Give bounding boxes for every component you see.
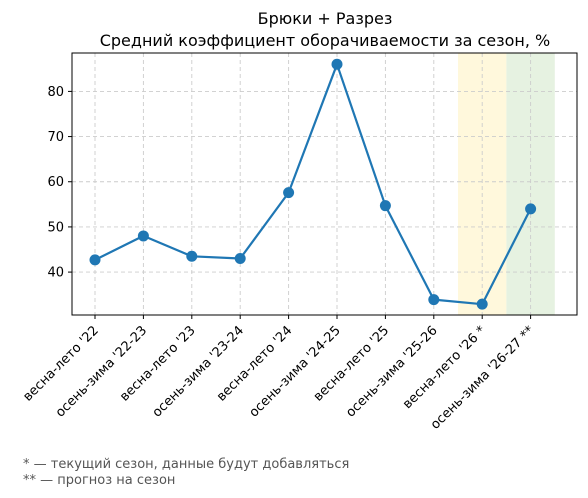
grid-lines [72, 53, 577, 315]
data-point-6 [379, 200, 391, 212]
y-tick-label: 50 [47, 220, 64, 235]
y-tick-label: 60 [47, 175, 64, 190]
y-tick-label: 70 [47, 130, 64, 145]
footnote-forecast: ** — прогноз на сезон [23, 473, 176, 488]
data-point-1 [137, 230, 149, 242]
plot-frame [71, 52, 578, 316]
data-point-0 [89, 254, 101, 266]
data-point-2 [186, 250, 198, 262]
x-tick-label: осень-зима '23-24 [150, 323, 247, 420]
series-line-layer [94, 63, 532, 306]
data-point-4 [283, 187, 295, 199]
highlight-band-0 [458, 53, 507, 315]
data-point-8 [476, 298, 488, 310]
chart-subtitle: Средний коэффициент оборачиваемости за с… [100, 31, 551, 50]
data-point-3 [234, 253, 246, 265]
y-axis: 40 50 60 70 80 [47, 85, 72, 281]
data-point-9 [525, 203, 537, 215]
x-tick-label: осень-зима '22-23 [53, 323, 150, 420]
footnote-current-season: * — текущий сезон, данные будут добавлят… [23, 457, 350, 472]
x-tick-label: осень-зима '24-25 [247, 323, 344, 420]
data-point-5 [331, 58, 343, 70]
x-tick-label: весна-лето '26 * [400, 323, 489, 412]
data-point-7 [428, 294, 440, 306]
chart-title: Брюки + Разрез [258, 9, 393, 28]
y-tick-label: 80 [47, 85, 64, 100]
highlight-bands [458, 53, 555, 315]
data-points [89, 58, 537, 310]
y-tick-label: 40 [47, 266, 64, 281]
highlight-band-1 [506, 53, 555, 315]
x-tick-label: осень-зима '25-26 [343, 323, 440, 420]
series-line [94, 63, 532, 306]
